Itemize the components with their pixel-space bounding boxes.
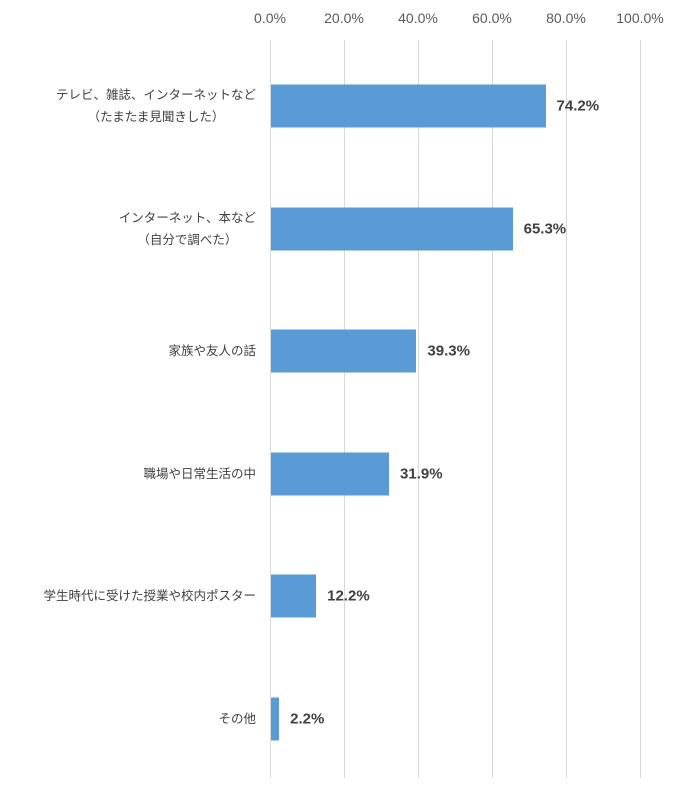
category-label-line: その他 xyxy=(218,710,256,726)
gridline xyxy=(270,40,271,778)
gridline xyxy=(640,40,641,778)
bar xyxy=(271,574,317,618)
bar xyxy=(271,84,546,128)
category-label: 職場や日常生活の中 xyxy=(143,463,256,485)
x-tick-label: 100.0% xyxy=(616,10,664,26)
category-label: テレビ、雑誌、インターネットなど （たまたま見聞きした） xyxy=(56,84,256,128)
gridline xyxy=(344,40,345,778)
bar xyxy=(271,207,513,250)
gridline xyxy=(566,40,567,778)
category-label-line: テレビ、雑誌、インターネットなど xyxy=(55,87,256,102)
category-label-line: インターネット、本など xyxy=(118,209,256,225)
category-label-line: （たまたま見聞きした） xyxy=(87,109,225,124)
category-label-line: （自分で調べた） xyxy=(137,231,238,247)
value-label: 2.2% xyxy=(290,710,325,727)
gridline xyxy=(418,40,419,778)
bar xyxy=(271,329,417,373)
bar xyxy=(271,452,390,495)
category-label-line: 職場や日常生活の中 xyxy=(143,465,256,481)
gridline xyxy=(492,40,493,778)
x-tick-label: 80.0% xyxy=(546,10,586,26)
value-label: 39.3% xyxy=(427,342,470,360)
category-label: インターネット、本など （自分で調べた） xyxy=(119,207,256,251)
x-tick-label: 40.0% xyxy=(398,10,438,26)
category-label: 家族や友人の話 xyxy=(168,340,256,362)
x-tick-label: 0.0% xyxy=(254,10,286,26)
value-label: 12.2% xyxy=(327,587,370,605)
x-tick-label: 20.0% xyxy=(324,10,364,26)
value-label: 65.3% xyxy=(523,220,567,237)
category-label-line: 学生時代に受けた授業や校内ポスター xyxy=(43,588,256,603)
category-label: 学生時代に受けた授業や校内ポスター xyxy=(43,585,256,607)
bar xyxy=(271,697,280,740)
category-label-line: 家族や友人の話 xyxy=(168,343,256,358)
x-tick-label: 60.0% xyxy=(472,10,512,26)
value-label: 74.2% xyxy=(556,97,600,115)
category-label: その他 xyxy=(218,708,256,730)
value-label: 31.9% xyxy=(400,465,443,482)
